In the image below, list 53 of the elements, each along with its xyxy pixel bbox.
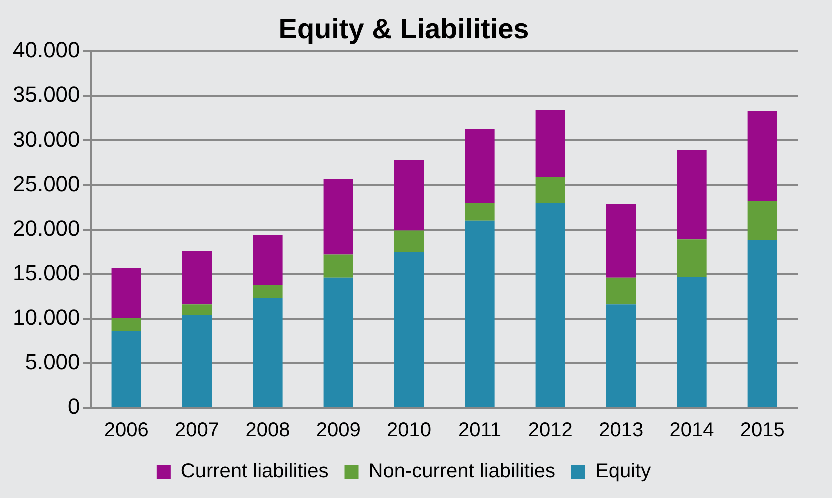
bar [536,203,566,407]
bar [253,298,283,407]
bar [394,230,424,252]
x-tick-label: 2008 [246,420,290,442]
y-tick-label: 0 [68,394,80,420]
bar [677,150,707,240]
legend-label: Non-current liabilities [368,460,556,483]
x-tick-label: 2006 [104,420,149,442]
bar [324,179,354,255]
y-tick-label: 25.000 [12,171,80,196]
bar [253,235,283,286]
bar [182,251,212,305]
bar [182,315,212,407]
y-tick-label: 10.000 [12,304,80,330]
bar [677,277,707,407]
x-tick-label: 2011 [458,420,502,442]
bar [112,331,142,407]
bar [465,129,495,204]
bar [748,240,778,407]
bar [465,203,495,221]
bar [606,204,636,278]
legend-label: Equity [595,460,652,483]
bar [606,278,636,305]
x-tick-label: 2007 [175,420,220,442]
x-tick-label: 2010 [387,420,432,442]
legend-label: Current liabilities [180,460,329,483]
y-tick-label: 20.000 [12,216,80,241]
x-tick-label: 2015 [740,420,785,442]
x-tick-label: 2009 [316,420,361,442]
y-tick-label: 15.000 [12,260,80,286]
bar [748,201,778,240]
x-tick-label: 2014 [670,420,714,442]
bar [324,254,354,278]
bar [606,304,636,407]
bar [112,318,142,332]
bar [394,252,424,407]
bar [677,240,707,278]
chart-title: Equity & Liabilities [278,14,530,45]
y-tick-label: 5.000 [25,350,80,375]
bar [112,268,142,318]
y-tick-label: 35.000 [12,82,80,108]
bar [253,285,283,298]
bar [324,278,354,407]
y-tick-label: 40.000 [12,38,80,63]
bar [536,110,566,178]
bar [536,177,566,204]
x-tick-label: 2012 [528,420,573,442]
bar [394,160,424,231]
x-tick-label: 2013 [599,420,644,442]
bar [748,111,778,202]
bar [182,304,212,316]
y-tick-label: 30.000 [12,126,80,152]
bar [465,220,495,407]
